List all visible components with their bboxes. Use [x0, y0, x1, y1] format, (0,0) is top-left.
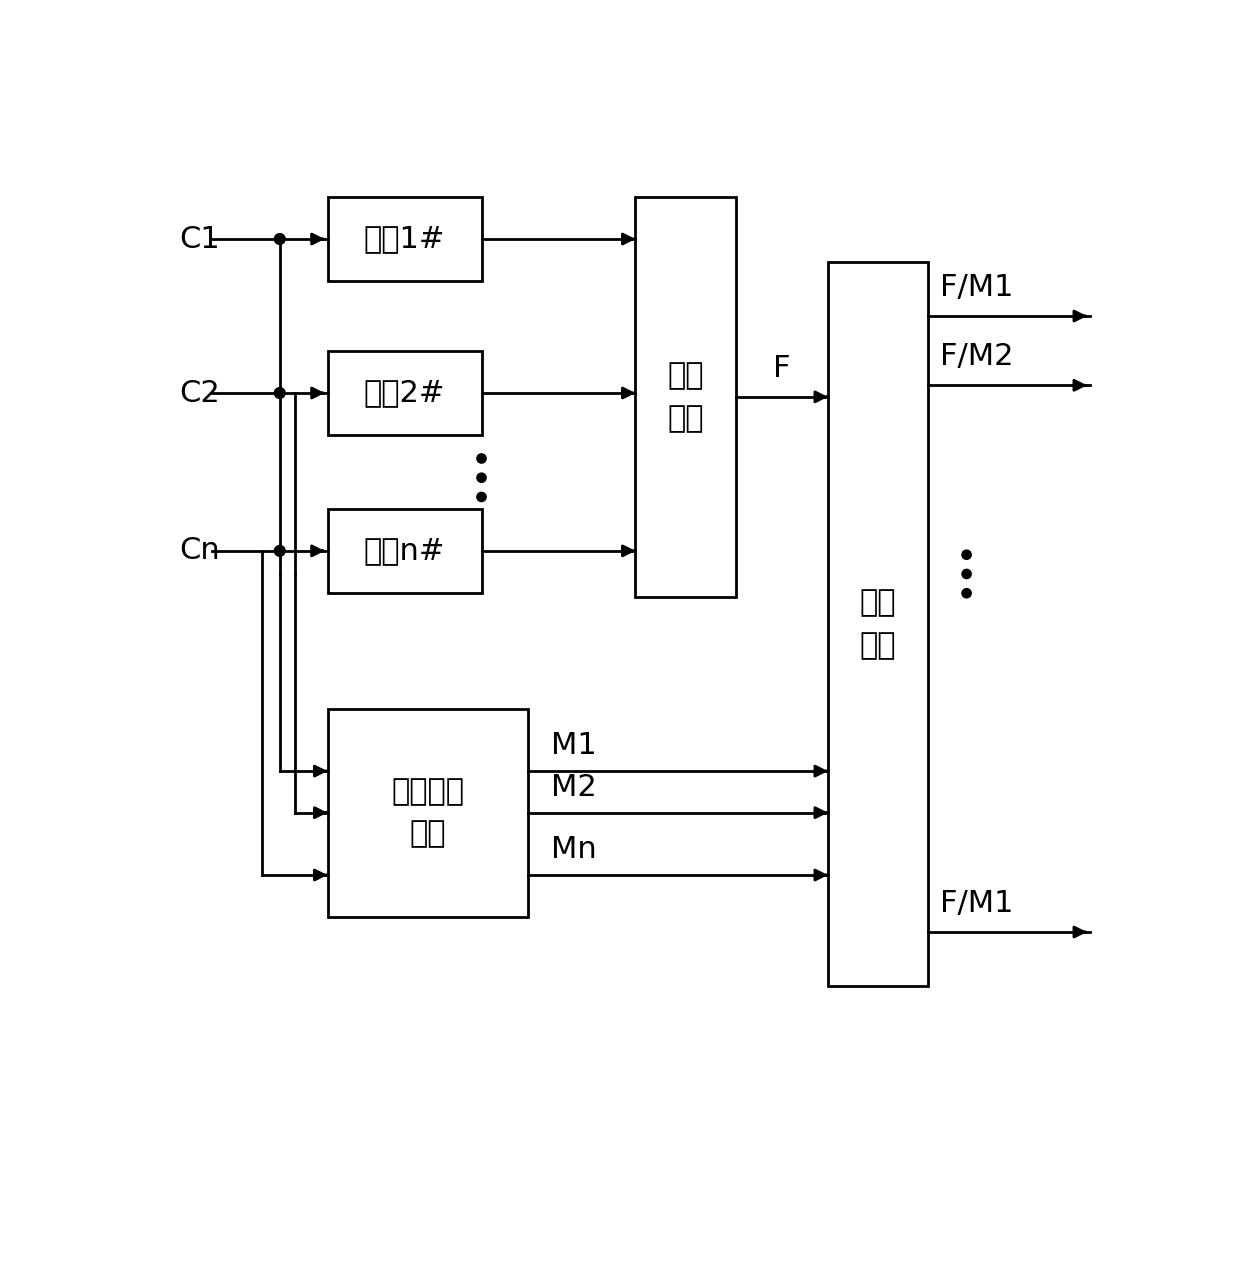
Circle shape [274, 545, 285, 557]
Text: 数据
合并: 数据 合并 [859, 588, 897, 660]
Bar [327, 351, 481, 436]
Text: C2: C2 [180, 378, 221, 408]
Text: 检测1#: 检测1# [363, 225, 445, 253]
Circle shape [274, 234, 285, 244]
Bar [327, 197, 481, 282]
Circle shape [274, 387, 285, 399]
Text: C1: C1 [180, 225, 221, 253]
Bar [327, 508, 481, 593]
Text: M1: M1 [551, 732, 596, 760]
Text: 干扰幅度
产生: 干扰幅度 产生 [391, 777, 464, 849]
Text: F/M1: F/M1 [940, 273, 1013, 302]
Circle shape [477, 454, 486, 463]
Circle shape [477, 493, 486, 502]
Text: M2: M2 [551, 773, 596, 802]
Bar [828, 262, 928, 986]
Text: Mn: Mn [551, 836, 596, 864]
Circle shape [962, 570, 971, 579]
Text: 检测2#: 检测2# [363, 378, 445, 408]
Text: F: F [773, 354, 791, 383]
Bar [635, 197, 735, 597]
Text: F/M1: F/M1 [940, 889, 1013, 918]
Circle shape [962, 589, 971, 598]
Circle shape [477, 473, 486, 482]
Text: Cn: Cn [180, 536, 221, 566]
Bar [327, 709, 528, 917]
Text: F/M2: F/M2 [940, 342, 1013, 372]
Text: 检测n#: 检测n# [363, 536, 445, 566]
Text: 干扰
判断: 干扰 判断 [667, 361, 704, 433]
Circle shape [962, 550, 971, 559]
